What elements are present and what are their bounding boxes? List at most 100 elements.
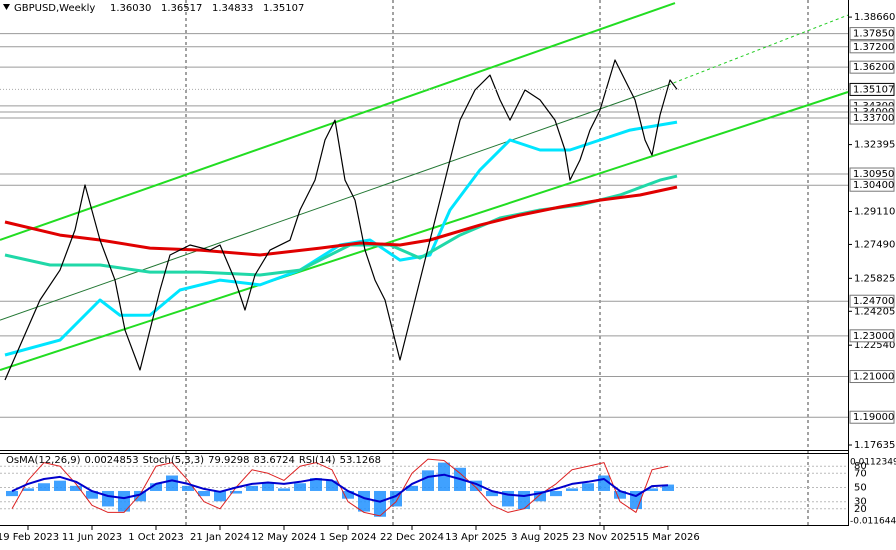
ohlc-value: 1.36517: [161, 3, 202, 14]
osma-bar: [278, 488, 290, 491]
osc-tick-label: 50: [854, 483, 867, 494]
osma-bar: [582, 483, 594, 491]
y-tick-label: 1.25825: [854, 273, 895, 284]
osc-tick-label: 20: [854, 504, 867, 515]
level-box: [849, 410, 895, 424]
osma-bar: [534, 490, 546, 502]
osma-bar: [70, 485, 82, 491]
osma-bar: [486, 490, 498, 497]
osma-bar: [310, 478, 322, 491]
current-price-label: 1.35107: [853, 84, 894, 95]
osma-bar: [230, 490, 242, 494]
osma-bar: [550, 490, 562, 497]
level-box: [849, 178, 895, 192]
osc-header: RSI(14): [299, 455, 336, 466]
x-tick-label: 3 Aug 2025: [511, 532, 569, 543]
osma-bar: [246, 485, 258, 491]
level-label: 1.37850: [853, 29, 894, 40]
osc-tick-label: 80: [854, 461, 867, 472]
x-tick-label: 11 Jun 2023: [62, 532, 122, 543]
osma-bar: [518, 490, 530, 510]
x-tick-label: 22 Dec 2024: [380, 532, 444, 543]
osma-bar: [358, 490, 370, 512]
osma-bar: [294, 483, 306, 491]
ohlc-value: 1.34833: [212, 3, 253, 14]
price-line: [4, 59, 678, 381]
moving-average: [4, 185, 678, 257]
osc-tick-label: 30: [854, 497, 867, 508]
symbol: GBPUSD,Weekly: [14, 3, 95, 14]
x-tick-label: 13 Apr 2025: [445, 532, 507, 543]
osma-bar: [662, 484, 674, 491]
triangle-icon: [3, 4, 10, 10]
trend-line: [0, 91, 849, 371]
y-tick-label: 1.29110: [854, 206, 895, 217]
osma-bar: [86, 490, 98, 499]
osc-header: 79.9298: [208, 455, 249, 466]
osma-bar: [102, 490, 114, 507]
trend-line: [0, 2, 676, 241]
osma-bar: [406, 485, 418, 491]
osma-bar: [374, 490, 386, 517]
osma-bar: [214, 490, 226, 502]
ohlc-value: 1.35107: [263, 3, 304, 14]
osma-bar: [182, 485, 194, 491]
osma-bar: [38, 483, 50, 491]
rsi-line: [11, 473, 669, 503]
osma-bar: [326, 480, 338, 491]
level-label: 1.21000: [853, 372, 894, 383]
osma-bar: [470, 480, 482, 491]
level-label: 1.30400: [853, 180, 894, 191]
y-tick-label: 1.24205: [854, 306, 895, 317]
level-label: 1.30950: [853, 169, 894, 180]
osc-tick-label: 70: [854, 468, 867, 479]
x-tick-label: 23 Nov 2025: [572, 532, 636, 543]
osma-bar: [150, 483, 162, 491]
osma-bar: [134, 490, 146, 502]
osma-bar: [646, 488, 658, 491]
level-box: [849, 294, 895, 308]
x-tick-label: 1 Sep 2024: [319, 532, 376, 543]
osma-bar: [54, 480, 66, 491]
x-tick-label: 15 Mar 2026: [636, 532, 699, 543]
level-label: 1.24700: [853, 296, 894, 307]
osc-header: 53.1268: [340, 455, 381, 466]
osma-bar: [22, 488, 34, 491]
trend-line: [667, 14, 849, 86]
current-price-box: [849, 82, 895, 96]
y-tick-label: 1.32395: [854, 140, 895, 151]
level-label: 1.36200: [853, 62, 894, 73]
osma-tick-label: 0.0112349: [850, 458, 896, 468]
osma-bar: [566, 488, 578, 491]
y-tick-label: 1.17635: [854, 440, 895, 451]
osma-bar: [6, 490, 18, 497]
level-label: 1.37200: [853, 42, 894, 53]
osma-bar: [342, 490, 354, 499]
level-box: [849, 111, 895, 125]
osc-header: 83.6724: [253, 455, 294, 466]
osma-bar: [198, 490, 210, 497]
y-tick-label: 1.22540: [854, 340, 895, 351]
level-label: 1.19000: [853, 412, 894, 423]
level-box: [849, 370, 895, 384]
level-box: [849, 27, 895, 41]
osma-bar: [422, 470, 434, 491]
ohlc-value: 1.36030: [110, 3, 151, 14]
x-tick-label: 12 May 2024: [251, 532, 316, 543]
y-tick-label: 1.38660: [854, 12, 895, 23]
osma-bar: [262, 483, 274, 491]
x-tick-label: 1 Oct 2023: [128, 532, 183, 543]
osma-bar: [438, 462, 450, 491]
header: GBPUSD,Weekly 1.36030 1.36517 1.34833 1.3510…: [3, 3, 304, 14]
level-box: [849, 329, 895, 343]
x-tick-label: 19 Feb 2023: [0, 532, 59, 543]
osma-bar: [166, 475, 178, 491]
osc-header: Stoch(5,3,3): [143, 455, 205, 466]
osc-header: 0.0024853: [85, 455, 139, 466]
level-box: [849, 60, 895, 74]
x-tick-label: 21 Jan 2024: [190, 532, 250, 543]
osma-tick-label: -0.011644: [850, 517, 896, 527]
level-box: [849, 40, 895, 54]
